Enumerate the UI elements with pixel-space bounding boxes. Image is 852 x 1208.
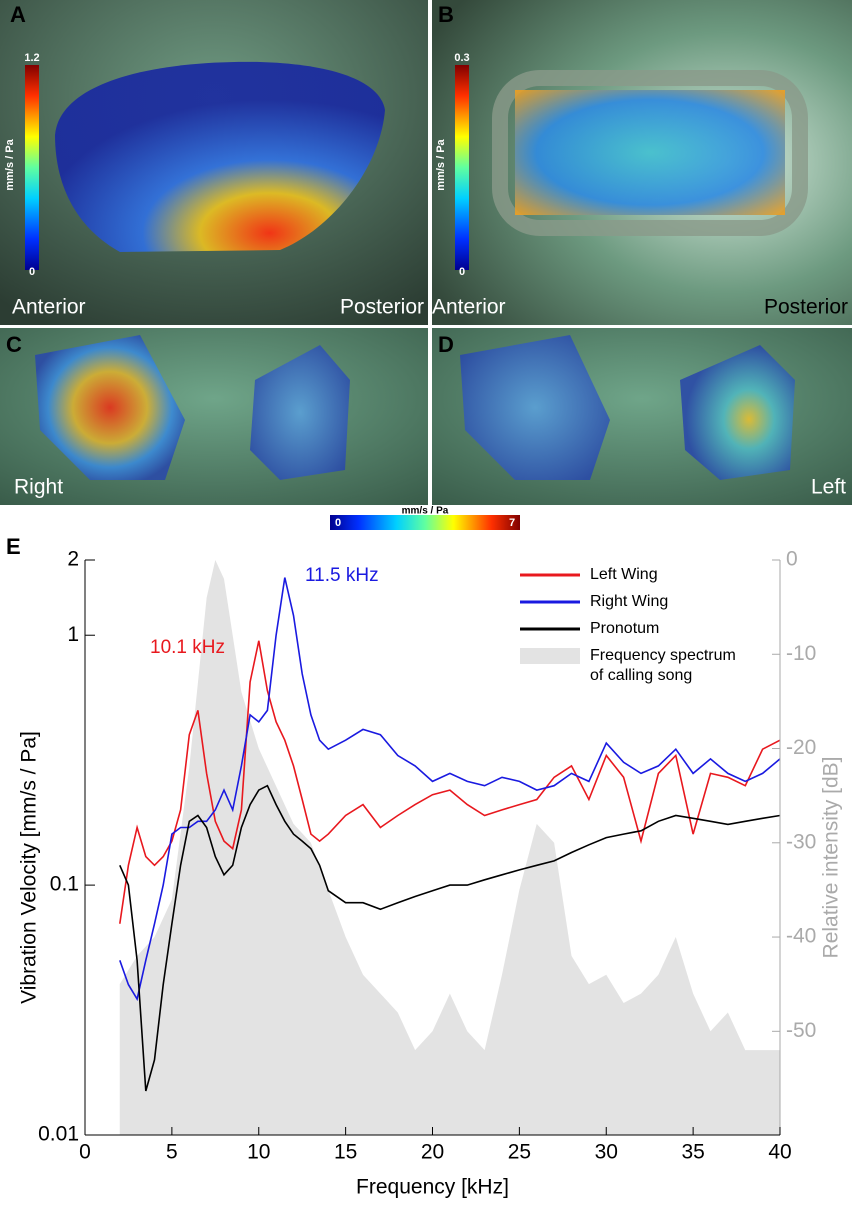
y-tick-label: 0.01 [38, 1123, 79, 1146]
panel-letter: E [6, 534, 21, 559]
colorbar-unit: mm/s / Pa [402, 506, 449, 517]
y2-tick-label: -50 [786, 1019, 816, 1042]
colorbar-max: 0.3 [454, 52, 469, 64]
colorbar [455, 65, 469, 270]
x-tick-label: 20 [421, 1141, 444, 1164]
colorbar-min: 0 [335, 517, 341, 529]
y2-tick-label: -10 [786, 642, 816, 665]
legend-swatch [520, 648, 580, 664]
panel-label: Anterior [432, 296, 506, 319]
x-tick-label: 5 [166, 1141, 178, 1164]
y-tick-label: 2 [67, 548, 79, 571]
legend-label: Left Wing [590, 566, 658, 583]
colorbar-max: 1.2 [24, 52, 39, 64]
legend-label: Pronotum [590, 620, 659, 637]
panel-letter: C [6, 332, 22, 357]
y2-tick-label: 0 [786, 548, 798, 571]
y-axis-label: Vibration Velocity [mm/s / Pa] [18, 731, 41, 1004]
x-tick-label: 25 [508, 1141, 531, 1164]
panel-letter: B [438, 2, 454, 27]
colorbar-unit: mm/s / Pa [435, 138, 447, 190]
colorbar-min: 0 [29, 266, 35, 278]
colorbar-min: 0 [459, 266, 465, 278]
panel-letter: D [438, 332, 454, 357]
annotation: 11.5 kHz [305, 565, 379, 586]
x-tick-label: 35 [681, 1141, 704, 1164]
colorbar-max: 7 [509, 517, 515, 529]
y2-tick-label: -20 [786, 736, 816, 759]
x-tick-label: 10 [247, 1141, 270, 1164]
y-tick-label: 0.1 [50, 873, 79, 896]
figure: A Anterior Posterior 1.2 0 mm/s / Pa B A… [0, 0, 852, 1203]
colorbar-unit: mm/s / Pa [4, 138, 16, 190]
panel-letter: A [10, 2, 26, 27]
panel-label: Posterior [340, 296, 424, 319]
y-tick-label: 1 [67, 623, 79, 646]
x-tick-label: 30 [595, 1141, 618, 1164]
tympanum-map [515, 90, 785, 215]
legend-label: Right Wing [590, 593, 668, 610]
panel-label: Anterior [12, 296, 86, 319]
y2-tick-label: -40 [786, 925, 816, 948]
panel-label: Right [14, 476, 63, 499]
shared-colorbar [330, 515, 520, 530]
panel-label: Left [811, 476, 846, 499]
x-tick-label: 15 [334, 1141, 357, 1164]
x-tick-label: 0 [79, 1141, 91, 1164]
colorbar [25, 65, 39, 270]
panel-label: Posterior [764, 296, 848, 319]
x-axis-label: Frequency [kHz] [356, 1176, 509, 1199]
y2-axis-label: Relative intensity [dB] [820, 757, 843, 959]
x-tick-label: 40 [768, 1141, 791, 1164]
y2-tick-label: -30 [786, 830, 816, 853]
annotation: 10.1 kHz [150, 637, 225, 658]
